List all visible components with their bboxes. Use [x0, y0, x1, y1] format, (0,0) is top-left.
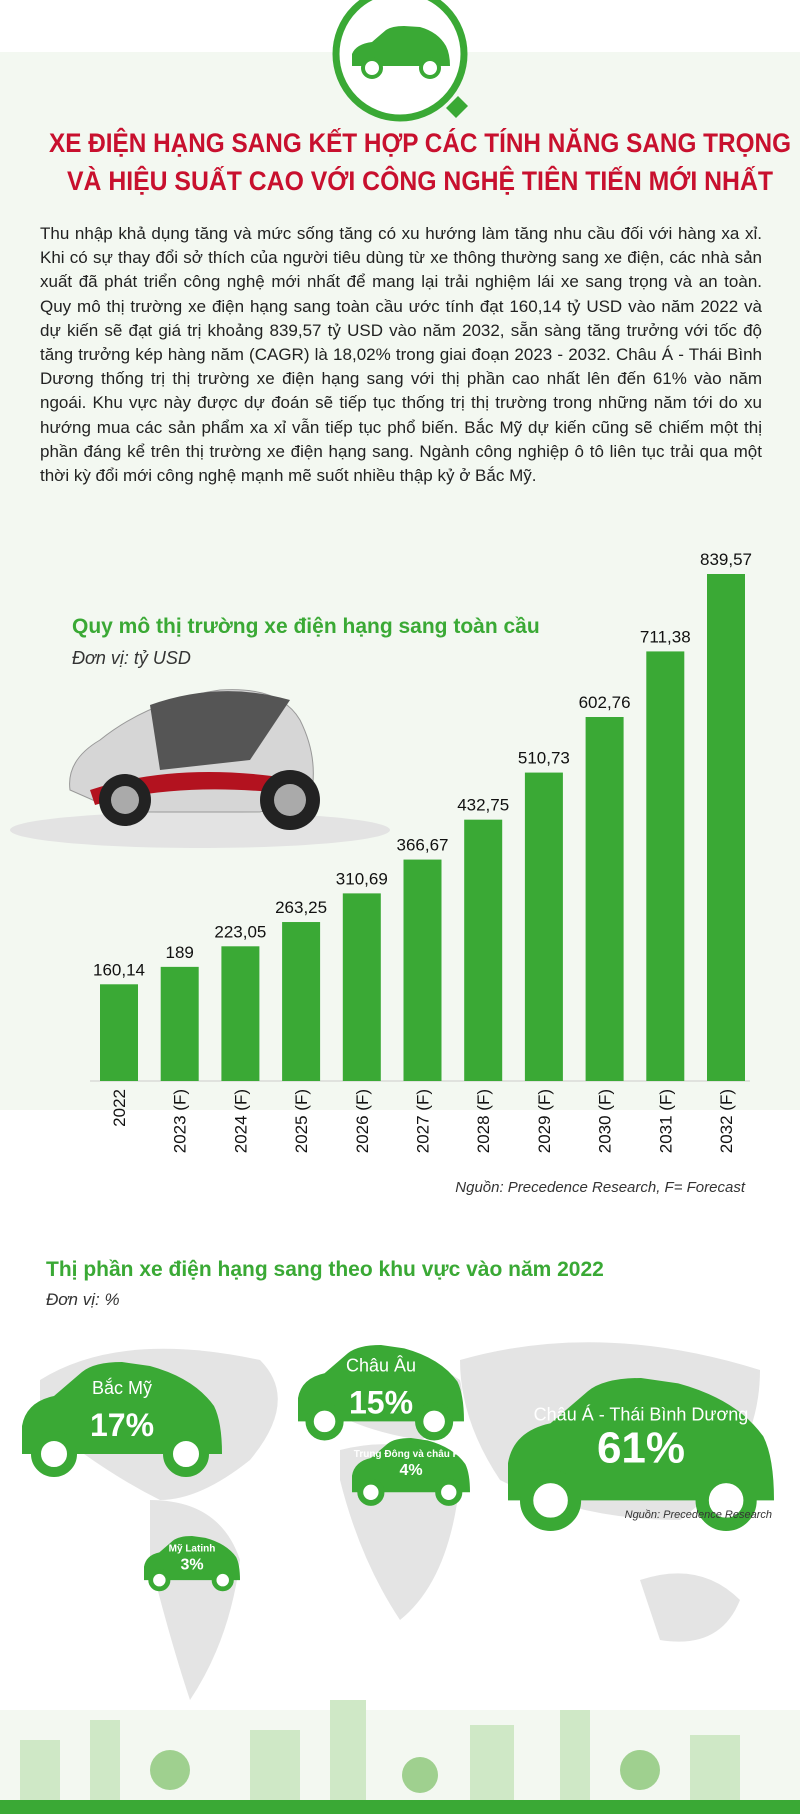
- region-car: Mỹ Latinh 3%: [144, 1536, 240, 1592]
- tree: [620, 1750, 660, 1790]
- icon-car: [352, 26, 450, 66]
- icon-plug: [446, 96, 468, 118]
- value-label: 839,57: [700, 550, 752, 569]
- bar: [100, 984, 138, 1081]
- source: Nguồn: Precedence Research, F= Forecast: [455, 1179, 746, 1196]
- skyline: [0, 1700, 800, 1814]
- region-name: Trung Đông và châu Phi: [354, 1449, 469, 1460]
- icon-wheel: [361, 57, 383, 79]
- map-landmass: [640, 1573, 740, 1642]
- bar: [282, 922, 321, 1081]
- x-tick-label: 2023 (F): [171, 1089, 190, 1153]
- chart-subtitle: Đơn vị: %: [46, 1290, 120, 1309]
- region-value: 3%: [180, 1556, 203, 1573]
- wheel: [148, 1569, 171, 1592]
- bar: [646, 651, 685, 1081]
- x-tick-label: 2031 (F): [656, 1089, 675, 1153]
- building: [250, 1730, 300, 1810]
- x-tick-label: 2025 (F): [292, 1089, 311, 1153]
- region-share: [508, 1378, 774, 1501]
- chart-title: Thị phần xe điện hạng sang theo khu vực …: [46, 1258, 604, 1281]
- region-value: 17%: [90, 1407, 154, 1443]
- chart-title: Quy mô thị trường xe điện hạng sang toàn…: [72, 615, 540, 638]
- tree: [402, 1757, 438, 1793]
- wheel: [31, 1431, 77, 1477]
- value-label: 263,25: [275, 898, 327, 917]
- wheel: [357, 1478, 385, 1506]
- region-name: Châu Á - Thái Bình Dương: [534, 1405, 749, 1425]
- bar: [585, 717, 624, 1081]
- car-illustration: [10, 689, 390, 848]
- bar: [707, 574, 745, 1081]
- intro-paragraph: Thu nhập khả dụng tăng và mức sống tăng …: [40, 224, 762, 486]
- bar: [403, 859, 442, 1081]
- chart-subtitle: Đơn vị: tỷ USD: [72, 648, 191, 668]
- region-name: Mỹ Latinh: [169, 1543, 216, 1554]
- wheel: [519, 1469, 582, 1531]
- region-share: [298, 1345, 464, 1422]
- source: Nguồn: Precedence Research: [625, 1509, 772, 1521]
- region-car: Trung Đông và châu Phi 4%: [352, 1438, 470, 1506]
- car-hub: [274, 784, 306, 816]
- wheel: [163, 1431, 209, 1477]
- building: [90, 1720, 120, 1810]
- region-name: Châu Âu: [346, 1356, 416, 1376]
- region-name: Bắc Mỹ: [92, 1377, 152, 1398]
- header-icon: [332, 0, 468, 122]
- region-car: Châu Âu 15%: [298, 1345, 464, 1441]
- building: [330, 1700, 366, 1810]
- bar: [524, 772, 563, 1081]
- car-stripe: [90, 772, 300, 805]
- bar: [464, 819, 503, 1081]
- building: [470, 1725, 514, 1810]
- icon-wheel: [419, 57, 441, 79]
- wheel: [435, 1478, 463, 1506]
- region-share: [144, 1536, 240, 1581]
- region-value: 4%: [399, 1462, 422, 1479]
- title-line: VÀ HIỆU SUẤT CAO VỚI CÔNG NGHỆ TIÊN TIẾN…: [67, 165, 773, 196]
- value-label: 711,38: [640, 627, 691, 646]
- x-tick-label: 2032 (F): [717, 1089, 736, 1153]
- building: [560, 1710, 590, 1810]
- value-label: 366,67: [397, 836, 449, 855]
- region-car: Bắc Mỹ 17%: [22, 1362, 222, 1477]
- value-label: 432,75: [457, 796, 509, 815]
- x-tick-label: 2026 (F): [353, 1089, 372, 1153]
- building: [690, 1735, 740, 1810]
- wheel: [695, 1469, 757, 1531]
- tree: [150, 1750, 190, 1790]
- title-line: XE ĐIỆN HẠNG SANG KẾT HỢP CÁC TÍNH NĂNG …: [49, 127, 791, 158]
- x-tick-label: 2024 (F): [231, 1089, 250, 1153]
- value-label: 310,69: [336, 869, 388, 888]
- ground: [0, 1800, 800, 1814]
- region-value: 61%: [597, 1424, 685, 1473]
- x-tick-label: 2030 (F): [596, 1089, 615, 1153]
- value-label: 602,76: [579, 693, 631, 712]
- wheel: [211, 1569, 234, 1592]
- x-tick-label: 2027 (F): [414, 1089, 433, 1153]
- car-shadow: [10, 812, 390, 848]
- building: [20, 1740, 60, 1810]
- bar: [221, 946, 260, 1081]
- x-tick-label: 2022: [110, 1089, 129, 1127]
- bar: [160, 966, 199, 1081]
- region-share: [352, 1438, 470, 1493]
- value-label: 510,73: [518, 749, 570, 768]
- car-hub: [111, 786, 139, 814]
- car-window: [150, 691, 290, 770]
- x-tick-label: 2029 (F): [535, 1089, 554, 1153]
- x-tick-label: 2028 (F): [474, 1089, 493, 1153]
- region-share: [22, 1362, 222, 1454]
- value-label: 223,05: [214, 922, 266, 941]
- region-value: 15%: [349, 1385, 413, 1421]
- value-label: 189: [166, 943, 194, 962]
- wheel: [305, 1402, 344, 1441]
- value-label: 160,14: [93, 960, 145, 979]
- bar: [342, 893, 381, 1081]
- wheel: [415, 1402, 454, 1441]
